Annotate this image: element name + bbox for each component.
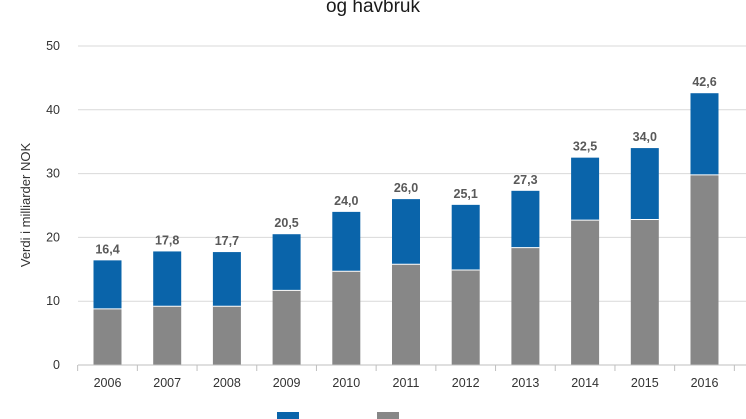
bar-segment-bottom <box>511 247 540 365</box>
x-tick-label: 2015 <box>631 376 659 390</box>
y-tick-label: 40 <box>46 103 60 117</box>
bar-total-label: 17,7 <box>215 234 239 248</box>
y-axis-ticks: 0 10 20 30 40 50 <box>46 39 60 372</box>
bar-segment-top <box>93 260 122 309</box>
legend <box>277 412 399 419</box>
bar-segment-top <box>392 199 420 265</box>
bar-total-label: 25,1 <box>454 187 478 201</box>
bar-segment-bottom <box>690 174 719 365</box>
bar-total-label: 32,5 <box>573 140 597 154</box>
bar-segment-bottom <box>272 290 301 365</box>
bar-segment-bottom <box>451 269 480 365</box>
legend-swatch <box>277 412 299 419</box>
bar-segment-top <box>451 204 480 270</box>
bar-segment-top <box>511 190 540 248</box>
bar-segment-bottom <box>332 271 361 365</box>
y-tick-label: 30 <box>46 167 60 181</box>
y-tick-label: 0 <box>53 358 60 372</box>
y-tick-label: 10 <box>46 294 60 308</box>
bar-segment-bottom <box>630 219 659 365</box>
bar-total-label: 34,0 <box>633 130 657 144</box>
bar-total-label: 24,0 <box>334 194 358 208</box>
bar-segment-bottom <box>571 220 600 365</box>
bar-segment-bottom <box>392 264 420 365</box>
bar-segment-top <box>571 157 600 221</box>
x-axis: 2006 2007 2008 2009 2010 2011 2012 2013 2014 2015… <box>77 364 746 390</box>
bar-segment-top <box>272 234 301 291</box>
y-axis-label: Verdi i milliarder NOK <box>18 143 33 268</box>
x-tick-label: 2009 <box>273 376 301 390</box>
bar-total-label: 42,6 <box>692 75 716 89</box>
bars <box>93 93 719 365</box>
data-labels: 16,4 17,8 17,7 20,5 24,0 26,0 25,1 27,3 32,5 34,0… <box>95 75 716 256</box>
bar-total-label: 16,4 <box>95 242 119 256</box>
bar-segment-bottom <box>153 306 182 365</box>
bar-total-label: 26,0 <box>394 181 418 195</box>
x-tick-label: 2012 <box>452 376 480 390</box>
bar-segment-bottom <box>212 306 241 365</box>
legend-swatch <box>377 412 399 419</box>
bar-segment-bottom <box>93 308 122 365</box>
x-tick-label: 2014 <box>571 376 599 390</box>
x-tick-label: 2006 <box>94 376 122 390</box>
bar-segment-top <box>690 93 719 175</box>
x-tick-label: 2007 <box>153 376 181 390</box>
bar-segment-top <box>153 251 182 307</box>
x-tick-label: 2011 <box>393 376 420 390</box>
bar-total-label: 20,5 <box>274 216 298 230</box>
bar-segment-top <box>212 252 241 307</box>
x-tick-label: 2008 <box>213 376 241 390</box>
chart-title: og havbruk <box>325 0 420 17</box>
bar-total-label: 27,3 <box>513 173 537 187</box>
x-tick-label: 2013 <box>511 376 539 390</box>
bar-segment-top <box>630 148 659 220</box>
y-tick-label: 50 <box>46 39 60 53</box>
bar-segment-top <box>332 211 361 272</box>
x-tick-label: 2010 <box>332 376 360 390</box>
y-tick-label: 20 <box>46 230 60 244</box>
bar-total-label: 17,8 <box>155 233 179 247</box>
x-tick-label: 2016 <box>691 376 719 390</box>
